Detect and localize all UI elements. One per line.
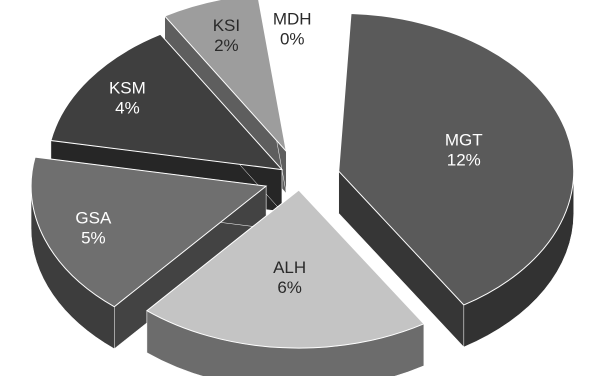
slice-label-gsa: GSA [75,208,112,227]
slice-alh [146,189,425,376]
slice-label-ksm: KSM [109,79,146,98]
slice-value-mgt: 12% [447,150,481,169]
slice-value-ksm: 4% [115,99,140,118]
slice-label-mgt: MGT [445,130,483,149]
slice-top [30,156,268,308]
slice-top [338,12,575,306]
slice-label-alh: ALH [273,258,306,277]
slice-top [50,33,284,171]
slice-label-mdh: MDH [273,9,312,28]
slice-wall [270,1,299,200]
slice-value-gsa: 5% [81,228,106,247]
pie-slices [30,0,575,376]
slice-value-alh: 6% [277,278,302,297]
slice-label-ksi: KSI [213,16,240,35]
slice-mgt [338,12,575,348]
slice-wall [298,0,312,200]
slice-value-mdh: 0% [280,29,305,48]
slice-top [163,0,288,153]
slice-top [146,189,425,349]
slice-value-ksi: 2% [214,36,239,55]
slice-top [270,0,312,158]
slice-mdh [270,0,312,200]
